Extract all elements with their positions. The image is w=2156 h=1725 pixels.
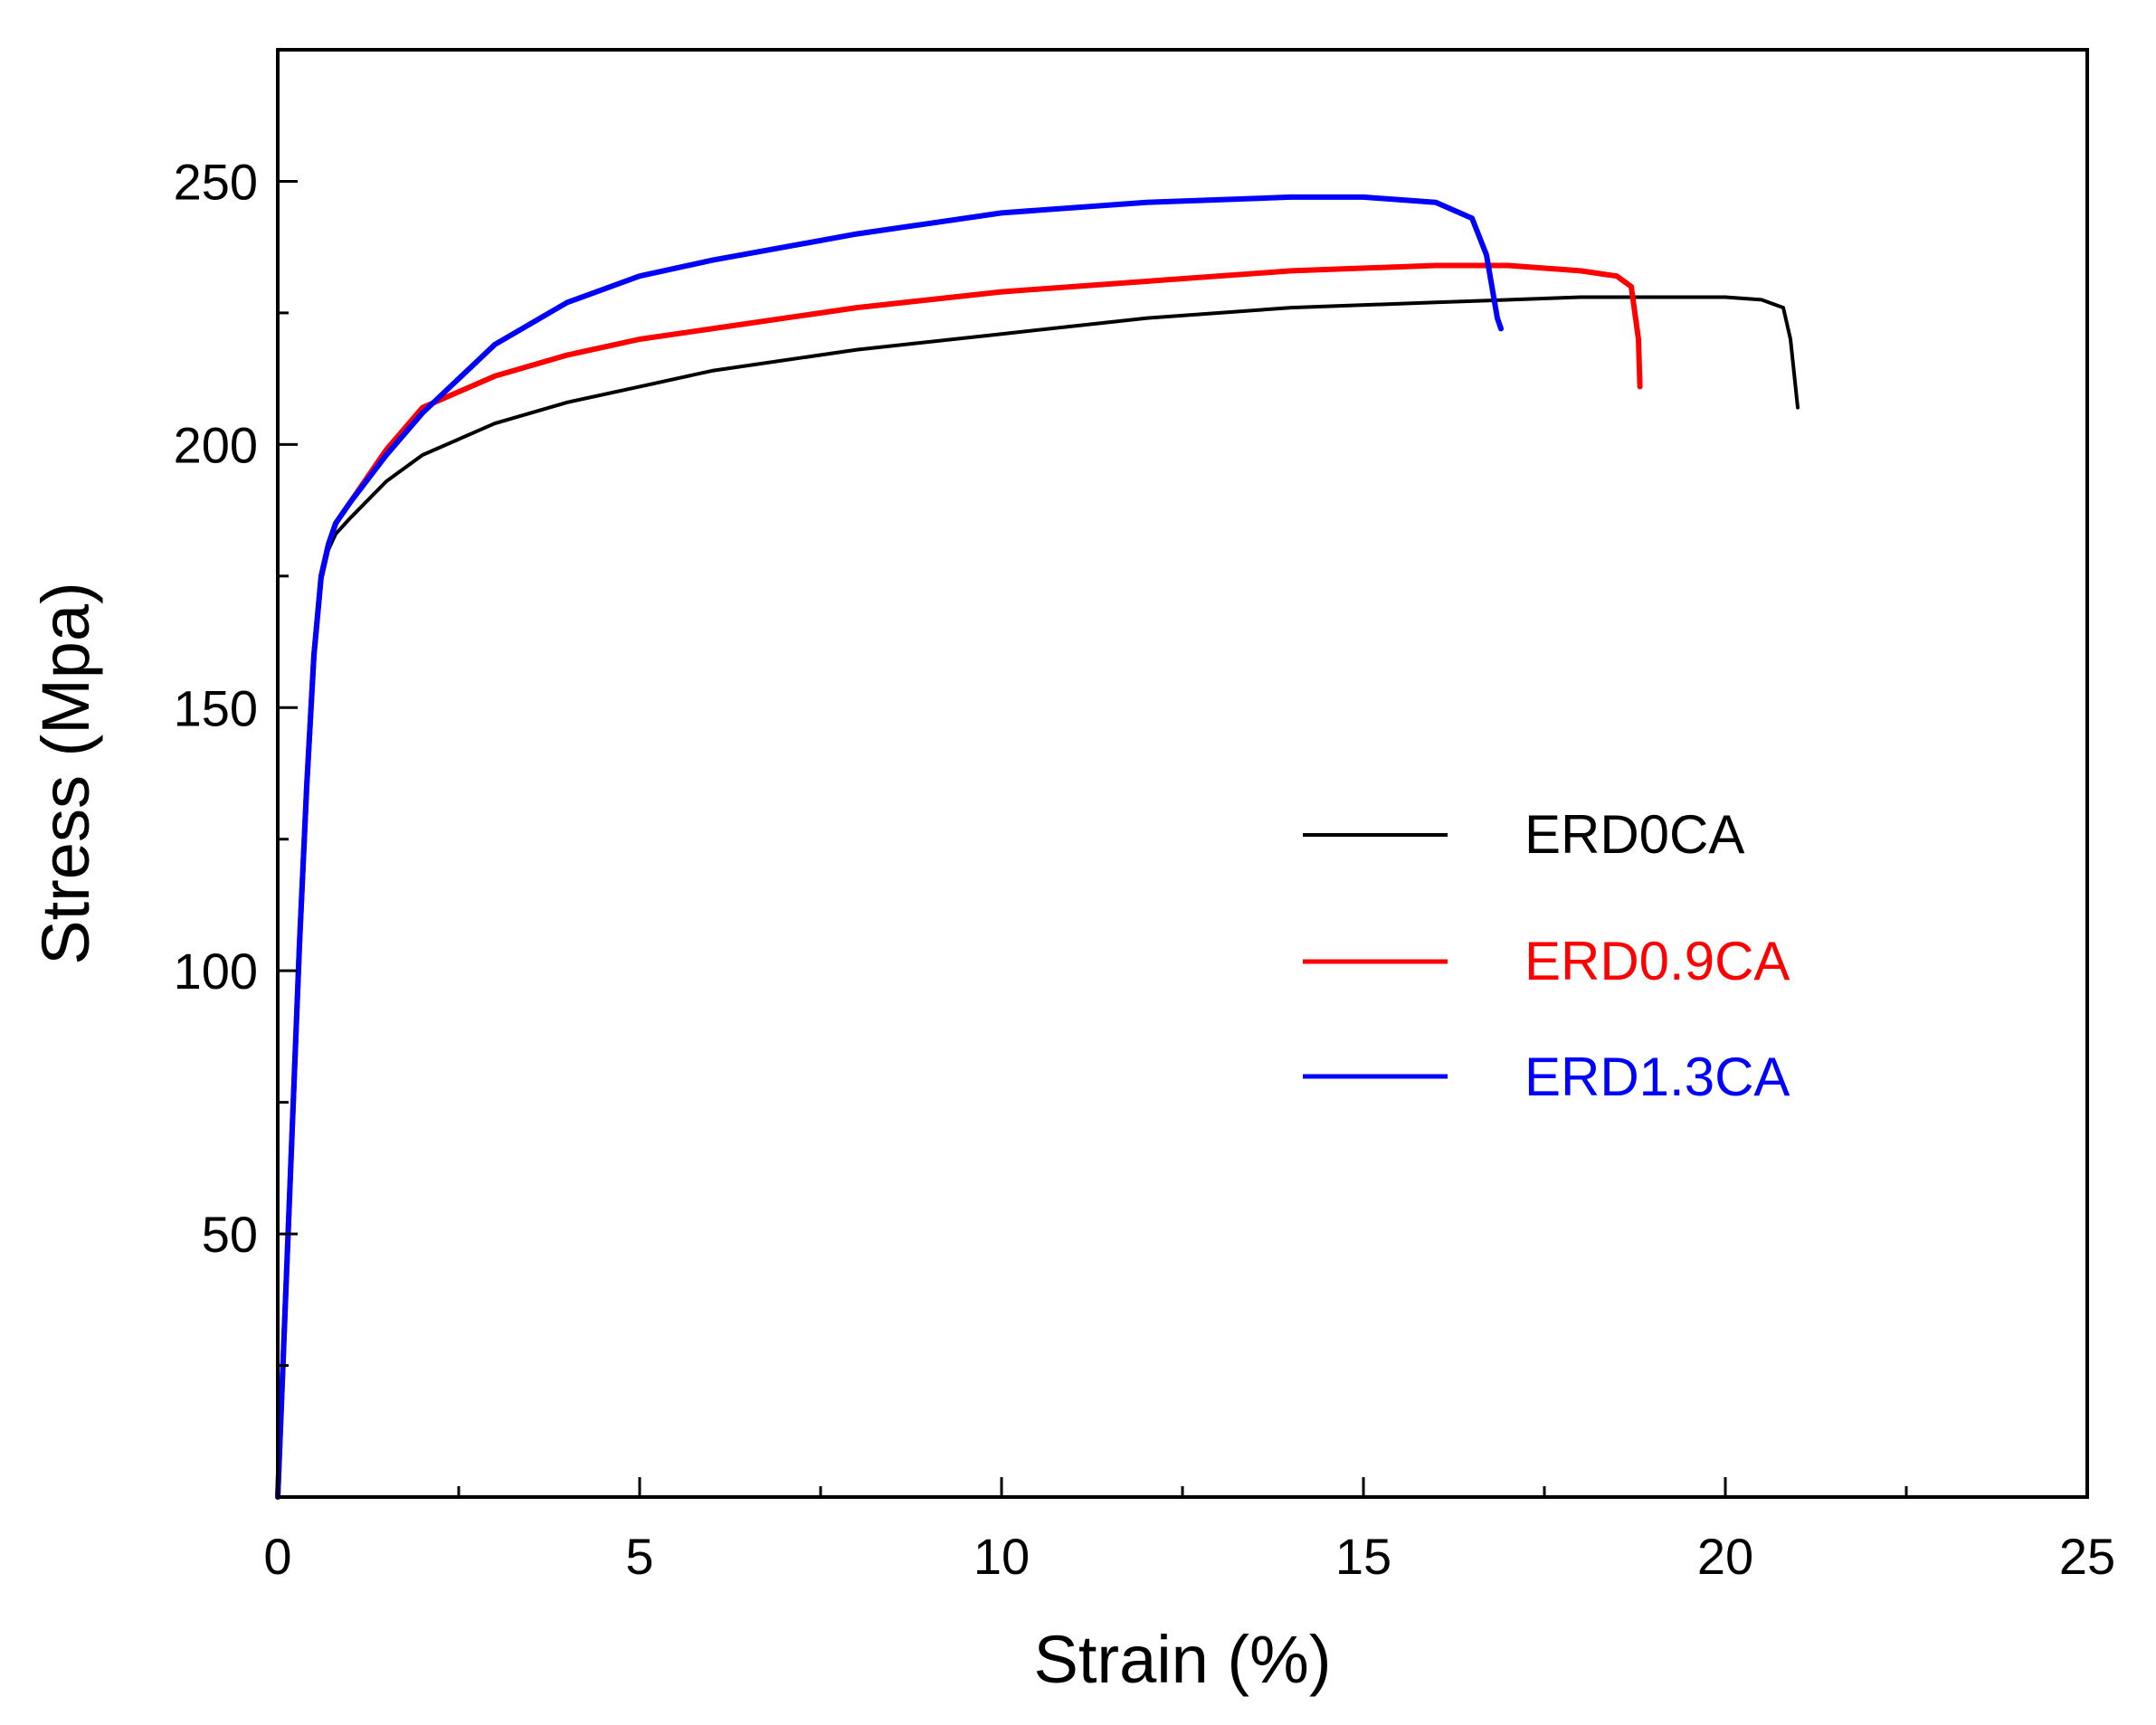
y-tick-label: 100 [174,943,258,1000]
x-tick-label: 0 [263,1528,291,1585]
series-line-erd1-3ca [275,194,1504,1500]
y-tick-label: 200 [174,416,258,473]
x-tick-label: 15 [1335,1528,1391,1585]
x-tick-label: 10 [974,1528,1030,1585]
legend: ERD0CA ERD0.9CA ERD1.3CA [1303,804,1790,1107]
legend-label-erd1-3ca: ERD1.3CA [1524,1047,1790,1107]
legend-label-erd0ca: ERD0CA [1524,804,1744,865]
x-tick-label: 25 [2059,1528,2115,1585]
x-tick-label: 20 [1697,1528,1753,1585]
y-tick-label: 250 [174,153,258,210]
y-axis-title: Stress (Mpa) [28,582,103,965]
legend-label-erd0-9ca: ERD0.9CA [1524,931,1790,991]
x-axis-title: Strain (%) [1034,1622,1332,1697]
x-tick-label: 5 [625,1528,653,1585]
y-tick-label: 150 [174,679,258,736]
ticks-layer: 0 5 10 15 20 25 50 100 150 200 250 [174,153,2116,1585]
series-layer [275,194,1800,1500]
y-tick-label: 50 [202,1206,258,1263]
